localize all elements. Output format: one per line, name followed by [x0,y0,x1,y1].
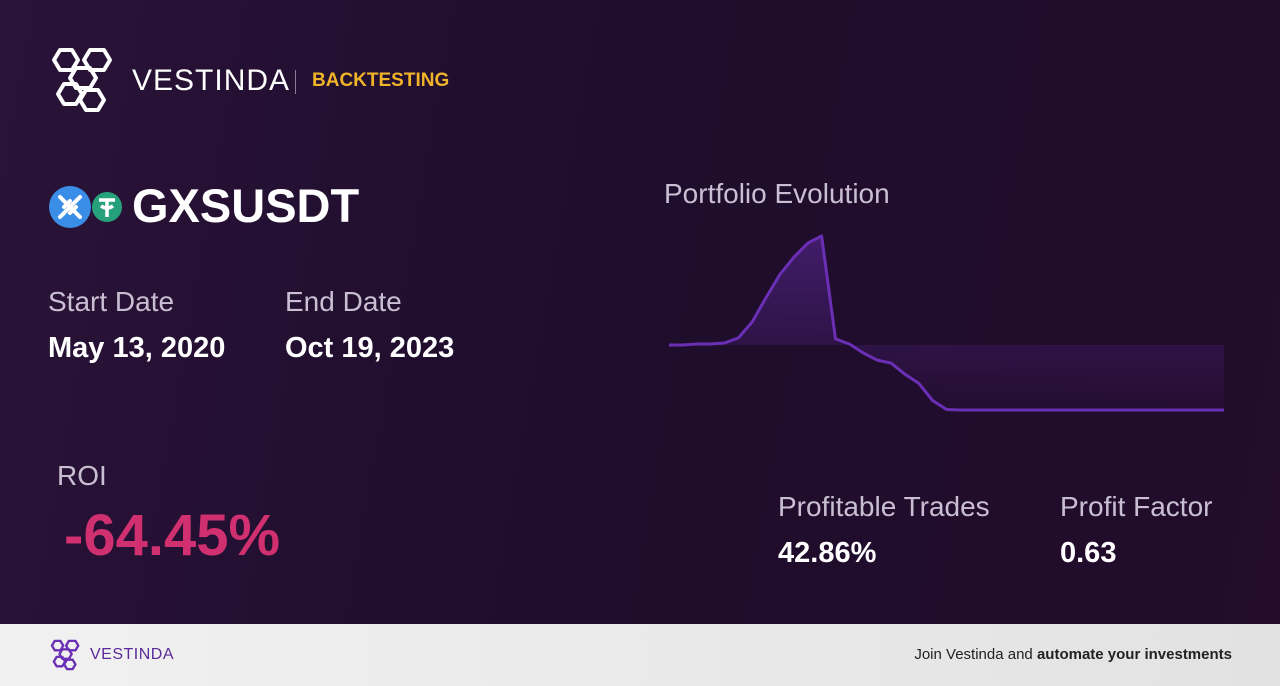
divider [295,70,296,94]
chart [669,234,1224,412]
line [669,234,1224,412]
footer-logo [50,639,80,671]
footer-brand: VESTINDA [90,646,175,663]
asset-icons [49,186,122,228]
factor-label: Profit Factor [1060,491,1213,522]
footer: VESTINDA Join Vestinda and automate your… [0,624,1280,686]
section-label: BACKTESTING [312,70,450,91]
brand-name: VESTINDA [132,64,291,97]
start-label: Start Date [48,286,175,317]
roi-label: ROI [57,460,107,491]
roi-value: -64.45% [64,503,281,568]
chart-title: Portfolio Evolution [664,178,890,209]
end-label: End Date [285,286,402,317]
profitable-value: 42.86% [778,537,877,569]
footer-cta: Join Vestinda and [914,646,1033,663]
brand-logo [52,48,112,112]
start-date: May 13, 2020 [48,332,226,364]
footer-text: Join Vestinda and automate your investme… [914,646,1232,663]
factor-value: 0.63 [1060,537,1117,569]
area [669,236,1224,410]
asset-symbol: GXSUSDT [132,179,360,232]
profitable-label: Profitable Trades [778,491,990,522]
footer-cta-bold: automate your investments [1036,646,1232,663]
end-date: Oct 19, 2023 [285,332,455,364]
